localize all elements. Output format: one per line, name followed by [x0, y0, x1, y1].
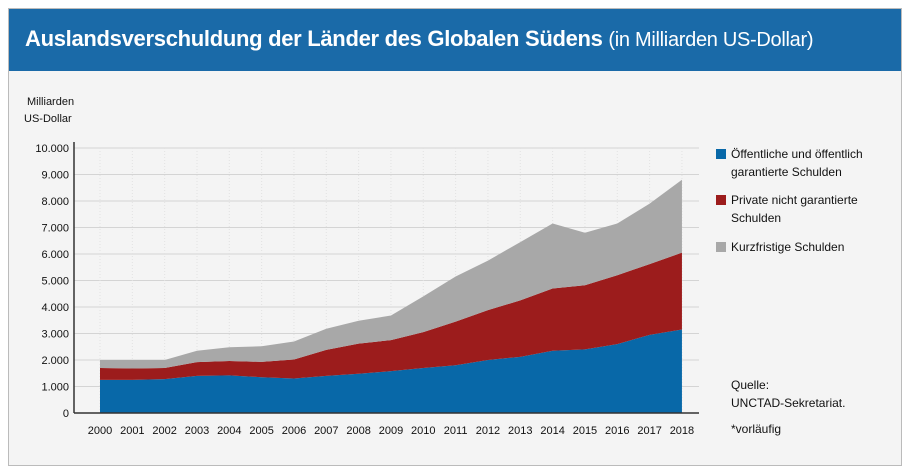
x-tick-label: 2009 — [379, 425, 403, 437]
area-series — [100, 329, 682, 413]
x-tick-label: 2016 — [605, 425, 629, 437]
area-series — [100, 179, 682, 369]
y-tick-label: 4.000 — [41, 302, 69, 314]
x-tick-label: 2006 — [282, 425, 306, 437]
chart-title: Auslandsverschuldung der Länder des Glob… — [25, 26, 814, 51]
x-tick-label: 2013 — [508, 425, 532, 437]
x-tick-label: 2011 — [444, 425, 468, 437]
legend-swatch — [716, 149, 726, 159]
area-chart: Milliarden US-Dollar 0 1.000 2.000 3.000 4.000… — [24, 96, 699, 437]
legend-swatch — [716, 195, 726, 205]
legend-label: Schulden — [731, 211, 782, 225]
x-tick-label: 2001 — [120, 425, 144, 437]
x-tick-label: 2004 — [217, 425, 241, 437]
y-tick-label: 7.000 — [41, 223, 69, 235]
x-tick-label: 2007 — [314, 425, 338, 437]
chart-frame: Auslandsverschuldung der Länder des Glob… — [8, 8, 902, 466]
legend-label: Öffentliche und öffentlich — [731, 147, 863, 161]
y-tick-label: 8.000 — [41, 196, 69, 208]
x-tick-label: 2008 — [346, 425, 370, 437]
area-series — [100, 252, 682, 380]
legend-label: Kurzfristige Schulden — [731, 240, 845, 254]
x-tick-label: 2017 — [637, 425, 661, 437]
source-label: Quelle: — [731, 378, 770, 392]
legend-item-private: Private nicht garantierte Schulden — [716, 191, 858, 227]
y-tick-label: 10.000 — [35, 143, 69, 155]
y-tick-label: 2.000 — [41, 355, 69, 367]
x-tick-label: 2002 — [152, 425, 176, 437]
legend-label: Private nicht garantierte — [731, 193, 858, 207]
source-value: UNCTAD-Sekretariat. — [731, 396, 846, 410]
y-tick-label: 0 — [63, 408, 69, 420]
x-tick-label: 2003 — [185, 425, 209, 437]
y-axis-title: US-Dollar — [24, 113, 72, 125]
y-axis-title: Milliarden — [27, 96, 74, 108]
x-tick-label: 2015 — [573, 425, 597, 437]
legend-label: garantierte Schulden — [731, 165, 842, 179]
x-tick-label: 2018 — [670, 425, 694, 437]
y-tick-label: 9.000 — [41, 170, 69, 182]
legend-item-short-term: Kurzfristige Schulden — [716, 238, 845, 256]
x-tick-label: 2010 — [411, 425, 435, 437]
y-tick-label: 3.000 — [41, 329, 69, 341]
header-bar: Auslandsverschuldung der Länder des Glob… — [9, 9, 901, 71]
legend-swatch — [716, 242, 726, 252]
x-tick-label: 2014 — [540, 425, 564, 437]
x-tick-label: 2012 — [476, 425, 500, 437]
y-tick-label: 1.000 — [41, 382, 69, 394]
y-tick-label: 5.000 — [41, 276, 69, 288]
x-tick-label: 2005 — [249, 425, 273, 437]
x-tick-label: 2000 — [88, 425, 112, 437]
legend-item-public: Öffentliche und öffentlich garantierte Sc… — [716, 145, 863, 181]
y-tick-label: 6.000 — [41, 249, 69, 261]
chart-subtitle: (in Milliarden US-Dollar) — [608, 29, 814, 51]
footnote: *vorläufig — [731, 422, 782, 436]
